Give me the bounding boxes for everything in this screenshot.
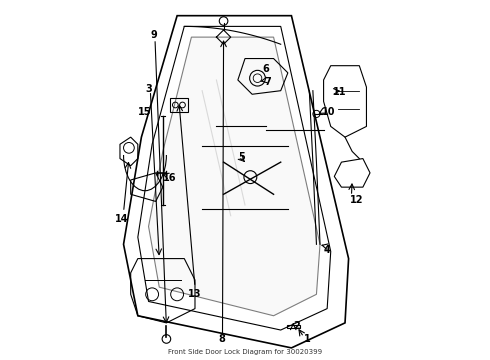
Text: 14: 14 xyxy=(115,214,128,224)
Text: 7: 7 xyxy=(265,77,271,87)
Text: Front Side Door Lock Diagram for 30020399: Front Side Door Lock Diagram for 3002039… xyxy=(168,349,322,355)
Text: 8: 8 xyxy=(219,334,225,344)
Text: 12: 12 xyxy=(350,195,364,204)
Text: 2: 2 xyxy=(293,321,300,332)
Text: 10: 10 xyxy=(322,107,335,117)
Text: 16: 16 xyxy=(163,173,176,183)
Text: 13: 13 xyxy=(188,289,201,299)
Text: 15: 15 xyxy=(138,107,151,117)
Text: 5: 5 xyxy=(238,152,245,162)
Text: 3: 3 xyxy=(145,84,152,94)
Text: 6: 6 xyxy=(263,64,270,74)
Text: 11: 11 xyxy=(333,87,346,98)
Polygon shape xyxy=(148,37,320,316)
Text: 9: 9 xyxy=(150,30,157,40)
Text: 1: 1 xyxy=(304,334,311,344)
Text: 4: 4 xyxy=(323,245,330,255)
